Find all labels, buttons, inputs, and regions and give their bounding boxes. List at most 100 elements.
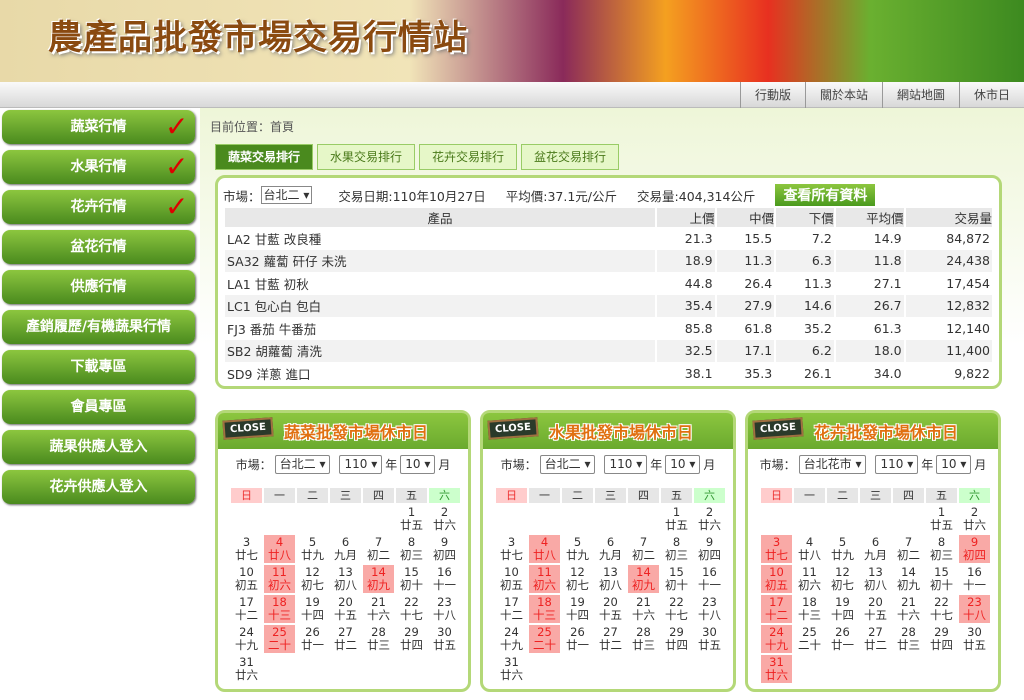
tab-fruit[interactable]: 水果交易排行 (317, 144, 416, 170)
calendar-day: 8 初三 (665, 535, 688, 562)
table-cell: 11.3 (803, 275, 832, 291)
tab-flower[interactable]: 花卉交易排行 (419, 144, 518, 170)
calendar-title: 水果批發市場休市日 (549, 423, 694, 442)
calendar-day: 31 廿六 (500, 655, 523, 682)
calendar-day: 1 廿五 (665, 505, 688, 532)
calendar-day: 12 初七 (301, 565, 324, 592)
market-select[interactable]: 台北二 ▾ (274, 455, 331, 474)
tab-vegetable[interactable]: 蔬菜交易排行 (215, 144, 314, 170)
year-select[interactable]: 110 ▾ (875, 455, 919, 474)
table-row[interactable]: SA32 蘿蔔 矸仔 未洗 18.9 11.3 6.3 11.8 24,438 (225, 249, 992, 272)
table-cell: LA2 甘藍 改良種 (227, 231, 322, 247)
table-cell: 27.1 (873, 275, 902, 291)
market-select[interactable]: 台北二 ▾ (539, 455, 596, 474)
calendar-day: 2 廿六 (963, 505, 986, 532)
calendar-day: 26 廿一 (566, 625, 589, 652)
table-cell: 27.9 (716, 294, 775, 317)
closed-day: 14 初九 (363, 565, 394, 593)
closed-day: 11 初六 (264, 565, 295, 593)
table-cell: 14.9 (873, 230, 902, 246)
calendar-day: 27 廿二 (864, 625, 887, 652)
sidebar-item[interactable]: 供應行情 (2, 270, 195, 304)
table-cell: 44.8 (684, 275, 713, 291)
calendar-day: 26 廿一 (831, 625, 854, 652)
market-select[interactable]: 台北二 ▾ (260, 186, 313, 204)
table-row[interactable]: FJ3 番茄 牛番茄 85.8 61.8 35.2 61.3 12,140 (225, 317, 992, 340)
tab-potted[interactable]: 盆花交易排行 (521, 144, 620, 170)
calendar-title: 花卉批發市場休市日 (814, 423, 959, 442)
sidebar-item[interactable]: 水果行情 (2, 150, 195, 184)
calendar-day: 24 十九 (500, 625, 523, 652)
month-select[interactable]: 10 ▾ (400, 455, 436, 474)
calendar-day: 1 廿五 (400, 505, 423, 532)
calendar-day: 16 十一 (698, 565, 721, 592)
market-label: 市場： (223, 188, 261, 204)
table-cell: 12,140 (946, 320, 990, 336)
calendar-day: 19 十四 (566, 595, 589, 622)
table-cell: 26.1 (803, 365, 832, 381)
view-all-button[interactable]: 查看所有資料 (775, 184, 876, 206)
column-header: 交易量 (905, 208, 992, 227)
table-row[interactable]: SD9 洋蔥 進口 38.1 35.3 26.1 34.0 9,822 (225, 362, 992, 385)
sidebar-item[interactable]: 盆花行情 (2, 230, 195, 264)
calendar-day: 16 十一 (963, 565, 986, 592)
year-select[interactable]: 110 ▾ (604, 455, 648, 474)
calendar-title: 蔬菜批發市場休市日 (284, 423, 429, 442)
table-row[interactable]: LA2 甘藍 改良種 21.3 15.5 7.2 14.9 84,872 (225, 227, 992, 250)
month-select[interactable]: 10 ▾ (665, 455, 701, 474)
table-cell: 6.3 (776, 249, 834, 272)
sidebar-item[interactable]: 會員專區 (2, 390, 195, 424)
calendar-day: 28 廿三 (367, 625, 390, 652)
closed-day: 25 二十 (529, 625, 560, 653)
calendar-day: 20 十五 (864, 595, 887, 622)
market-select[interactable]: 台北花市 ▾ (798, 455, 867, 474)
sidebar-item[interactable]: 蔬菜行情 (2, 110, 195, 144)
sidebar-item[interactable]: 花卉行情 (2, 190, 195, 224)
calendar-day: 2 廿六 (433, 505, 456, 532)
month-select[interactable]: 10 ▾ (936, 455, 972, 474)
calendar-day: 17 十二 (500, 595, 523, 622)
closed-day: 18 十三 (529, 595, 560, 623)
link-sitemap[interactable]: 網站地圖 (881, 82, 959, 108)
calendar-day: 8 初三 (930, 535, 953, 562)
table-cell: 84,872 (946, 230, 990, 246)
calendar-day: 6 九月 (334, 535, 357, 562)
closed-day: 25 二十 (264, 625, 295, 653)
table-cell: 61.8 (744, 320, 773, 336)
sidebar-item[interactable]: 蔬果供應人登入 (2, 430, 195, 464)
site-title[interactable]: 農產品批發市場交易行情站 (48, 18, 468, 58)
year-select[interactable]: 110 ▾ (339, 455, 383, 474)
table-row[interactable]: LA1 甘藍 初秋 44.8 26.4 11.3 27.1 17,454 (225, 272, 992, 295)
sidebar-item[interactable]: 產銷履歷/有機蔬果行情 (2, 310, 195, 344)
weekday-header: 四 (628, 488, 659, 503)
closed-day: 17 十二 (761, 595, 792, 623)
table-cell: 35.3 (744, 365, 773, 381)
table-cell: 6.2 (776, 339, 834, 362)
table-cell: 21.3 (684, 230, 713, 246)
weekday-header: 六 (694, 488, 725, 503)
link-about[interactable]: 關於本站 (804, 82, 882, 108)
table-row[interactable]: LC1 包心白 包白 35.4 27.9 14.6 26.7 12,832 (225, 294, 992, 317)
table-cell: 11.8 (835, 249, 904, 272)
table-cell: 38.1 (684, 365, 713, 381)
calendar-day: 5 廿九 (301, 535, 324, 562)
calendar-day: 16 十一 (433, 565, 456, 592)
table-cell: 14.6 (776, 294, 834, 317)
calendar-day: 6 九月 (599, 535, 622, 562)
calendar-day: 20 十五 (599, 595, 622, 622)
link-mobile[interactable]: 行動版 (739, 82, 805, 108)
calendar-day: 11 初六 (798, 565, 821, 592)
sidebar-item[interactable]: 下載專區 (2, 350, 195, 384)
weekday-header: 一 (794, 488, 825, 503)
link-closed-days[interactable]: 休市日 (958, 82, 1024, 108)
calendar-day: 29 廿四 (400, 625, 423, 652)
calendar-day: 15 初十 (930, 565, 953, 592)
sidebar-item[interactable]: 花卉供應人登入 (2, 470, 195, 504)
weekday-header: 一 (264, 488, 295, 503)
table-row[interactable]: SB2 胡蘿蔔 清洗 32.5 17.1 6.2 18.0 11,400 (225, 339, 992, 362)
table-cell: 11.3 (716, 249, 775, 272)
calendar-day: 29 廿四 (930, 625, 953, 652)
calendar-day: 13 初八 (599, 565, 622, 592)
calendar-day: 9 初四 (433, 535, 456, 562)
calendar-day: 9 初四 (698, 535, 721, 562)
